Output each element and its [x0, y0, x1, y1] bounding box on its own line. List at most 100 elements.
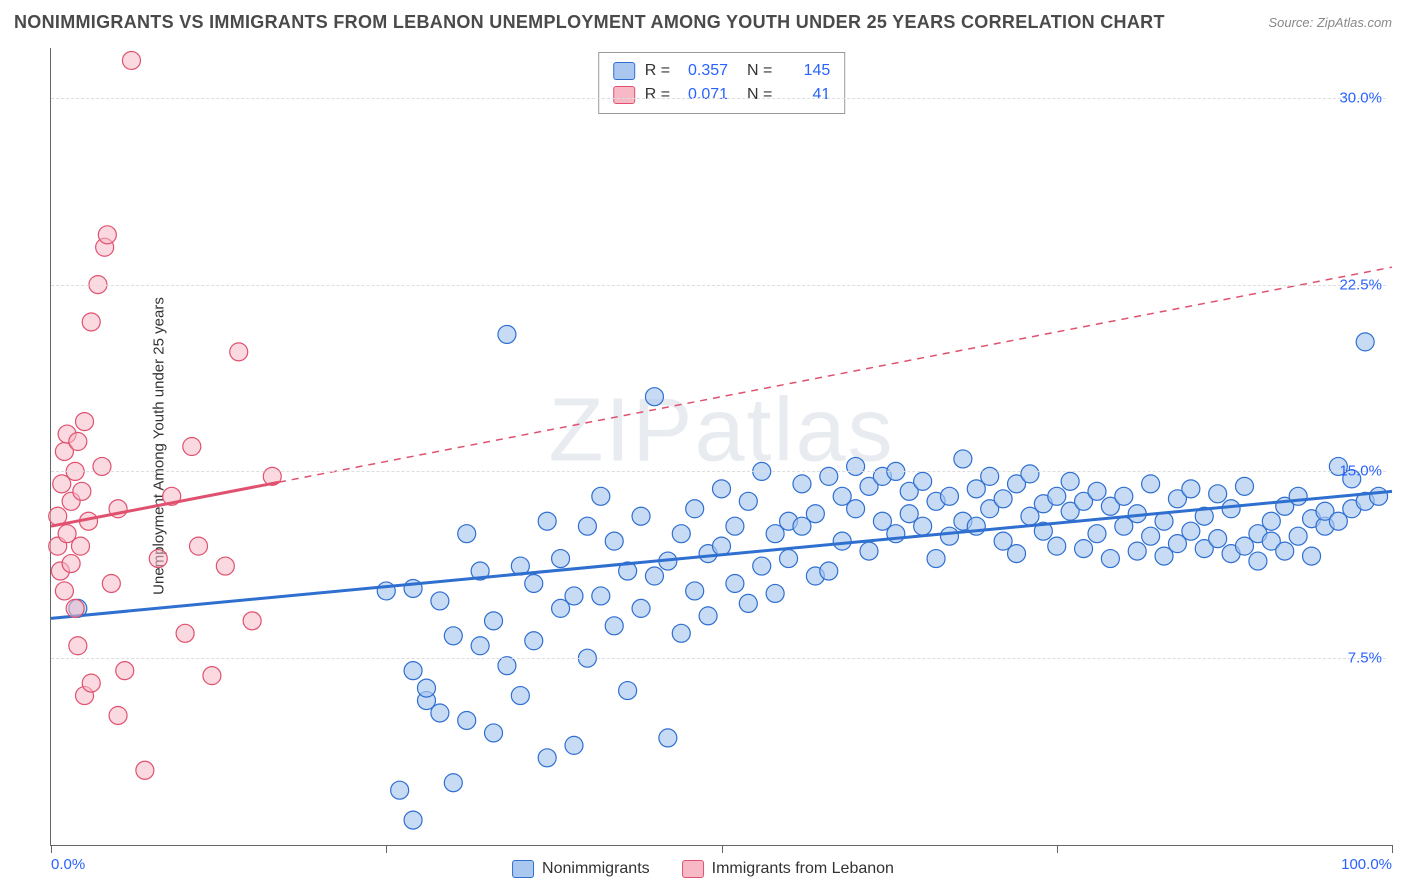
data-point [485, 724, 503, 742]
data-point [940, 487, 958, 505]
stat-n-label: N = [738, 83, 772, 107]
data-point [726, 574, 744, 592]
data-point [914, 472, 932, 490]
data-point [73, 482, 91, 500]
data-point [753, 557, 771, 575]
data-point [66, 599, 84, 617]
x-tick [386, 845, 387, 853]
data-point [72, 537, 90, 555]
legend-swatch [512, 860, 534, 878]
data-point [458, 525, 476, 543]
y-tick-label: 30.0% [1339, 89, 1382, 106]
data-point [431, 704, 449, 722]
data-point [1289, 527, 1307, 545]
data-point [1101, 550, 1119, 568]
data-point [619, 682, 637, 700]
data-point [1182, 522, 1200, 540]
data-point [780, 550, 798, 568]
stat-r-label: R = [645, 59, 670, 83]
data-point [538, 749, 556, 767]
data-point [69, 637, 87, 655]
data-point [1061, 472, 1079, 490]
gridline-h [51, 658, 1386, 659]
data-point [592, 487, 610, 505]
stat-n-value: 41 [782, 83, 830, 107]
data-point [417, 679, 435, 697]
data-point [645, 567, 663, 585]
data-point [485, 612, 503, 630]
data-point [1088, 482, 1106, 500]
trend-line [51, 491, 1392, 618]
data-point [230, 343, 248, 361]
data-point [645, 388, 663, 406]
stat-n-label: N = [738, 59, 772, 83]
source-label: Source: ZipAtlas.com [1268, 15, 1392, 30]
stats-row: R = 0.071 N = 41 [613, 83, 831, 107]
gridline-h [51, 285, 1386, 286]
data-point [672, 525, 690, 543]
data-point [927, 550, 945, 568]
data-point [1142, 527, 1160, 545]
plot-area: ZIPatlas R =0.357 N =145R =0.071 N =41 7… [50, 48, 1392, 846]
data-point [659, 729, 677, 747]
bottom-legend: Nonimmigrants Immigrants from Lebanon [512, 860, 894, 878]
data-point [847, 457, 865, 475]
stat-r-value: 0.071 [680, 83, 728, 107]
data-point [632, 507, 650, 525]
data-point [243, 612, 261, 630]
data-point [914, 517, 932, 535]
gridline-h [51, 98, 1386, 99]
data-point [565, 736, 583, 754]
data-point [1370, 487, 1388, 505]
x-tick [1392, 845, 1393, 853]
legend-item: Nonimmigrants [512, 860, 650, 878]
data-point [1356, 333, 1374, 351]
data-point [739, 594, 757, 612]
data-point [1115, 487, 1133, 505]
data-point [739, 492, 757, 510]
data-point [820, 562, 838, 580]
data-point [820, 467, 838, 485]
data-point [1303, 547, 1321, 565]
data-point [1048, 487, 1066, 505]
data-point [404, 662, 422, 680]
data-point [1008, 545, 1026, 563]
data-point [954, 450, 972, 468]
stat-r-label: R = [645, 83, 670, 107]
plot-svg [51, 48, 1392, 845]
title-bar: NONIMMIGRANTS VS IMMIGRANTS FROM LEBANON… [14, 12, 1392, 33]
data-point [833, 532, 851, 550]
data-point [806, 505, 824, 523]
data-point [552, 550, 570, 568]
data-point [391, 781, 409, 799]
data-point [994, 490, 1012, 508]
gridline-h [51, 471, 1386, 472]
data-point [82, 674, 100, 692]
data-point [190, 537, 208, 555]
y-tick-label: 7.5% [1348, 650, 1382, 667]
y-tick-label: 15.0% [1339, 463, 1382, 480]
x-tick-label: 0.0% [51, 856, 85, 873]
chart-title: NONIMMIGRANTS VS IMMIGRANTS FROM LEBANON… [14, 12, 1165, 33]
data-point [498, 657, 516, 675]
data-point [672, 624, 690, 642]
data-point [76, 413, 94, 431]
data-point [632, 599, 650, 617]
legend-item: Immigrants from Lebanon [682, 860, 894, 878]
data-point [458, 711, 476, 729]
data-point [1249, 552, 1267, 570]
data-point [1088, 525, 1106, 543]
data-point [686, 500, 704, 518]
data-point [62, 555, 80, 573]
data-point [69, 433, 87, 451]
data-point [1235, 477, 1253, 495]
data-point [578, 517, 596, 535]
x-tick [51, 845, 52, 853]
data-point [605, 617, 623, 635]
data-point [1289, 487, 1307, 505]
data-point [471, 637, 489, 655]
data-point [102, 574, 120, 592]
data-point [699, 607, 717, 625]
data-point [1222, 500, 1240, 518]
trend-line-extrapolated [279, 267, 1392, 482]
